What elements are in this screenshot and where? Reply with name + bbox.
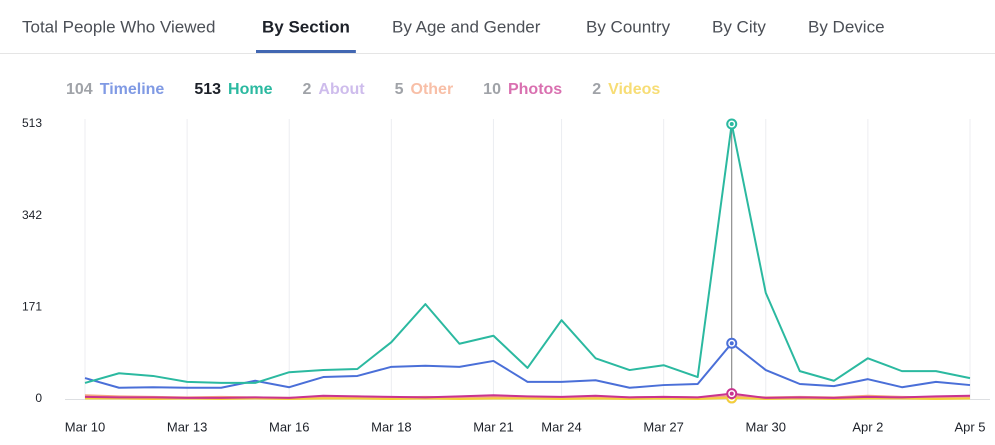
cursor-point-dot	[729, 341, 734, 346]
legend-name[interactable]: Photos	[508, 81, 562, 98]
x-tick-label: Mar 13	[167, 419, 207, 434]
active-tab-underline	[256, 50, 356, 53]
y-tick-label: 171	[22, 300, 42, 314]
series-line	[84, 392, 971, 399]
cursor-point-dot	[729, 391, 734, 396]
y-tick-label: 342	[22, 208, 42, 222]
y-tick-label: 513	[22, 116, 42, 130]
x-tick-label: Mar 27	[643, 419, 683, 434]
y-tick-label: 0	[35, 391, 42, 405]
x-tick-label: Mar 24	[541, 419, 581, 434]
x-tick-label: Mar 18	[371, 419, 411, 434]
cursor-point-dot	[729, 122, 734, 126]
legend-value: 10	[483, 81, 501, 98]
tab[interactable]: Total People Who Viewed	[22, 17, 215, 36]
legend-name[interactable]: About	[318, 81, 365, 98]
x-tick-label: Mar 30	[746, 419, 786, 434]
x-tick-label: Apr 5	[954, 419, 985, 434]
legend-name[interactable]: Home	[228, 81, 273, 98]
x-tick-label: Apr 2	[852, 419, 883, 434]
tab[interactable]: By Age and Gender	[392, 17, 541, 36]
legend-value: 5	[395, 81, 404, 98]
x-tick-label: Mar 10	[65, 419, 105, 434]
legend-value: 2	[302, 81, 311, 98]
series-line	[84, 342, 971, 389]
legend-value: 513	[194, 81, 221, 98]
series-line	[85, 396, 971, 400]
legend-value: 104	[66, 81, 93, 98]
x-tick-label: Mar 16	[269, 419, 309, 434]
legend-name[interactable]: Other	[411, 81, 454, 98]
legend-value: 2	[592, 81, 601, 98]
legend-name[interactable]: Timeline	[100, 81, 165, 98]
series-line	[84, 123, 971, 384]
legend-name[interactable]: Videos	[608, 81, 660, 98]
tab[interactable]: By Section	[262, 17, 350, 36]
x-tick-label: Mar 21	[473, 419, 513, 434]
tab[interactable]: By Country	[586, 17, 671, 36]
tab[interactable]: By City	[712, 17, 766, 36]
tab[interactable]: By Device	[808, 17, 885, 36]
